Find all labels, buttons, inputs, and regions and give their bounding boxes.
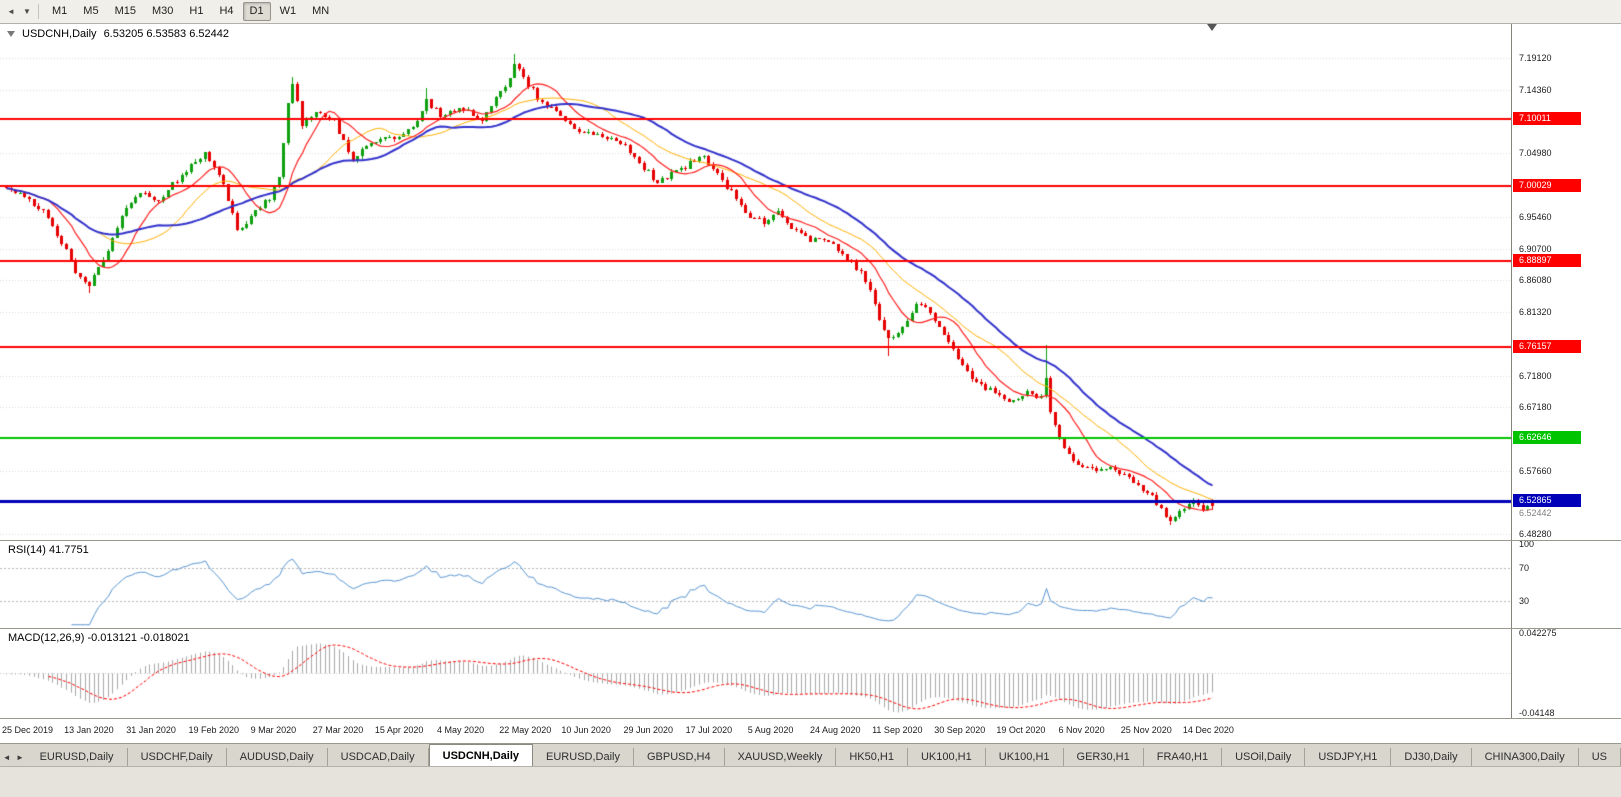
chart-shift-marker[interactable] [1207,24,1217,31]
timeframe-button-m1[interactable]: M1 [52,5,68,17]
chart-tab-bar: ◄ ► EURUSD,Daily USDCHF,Daily AUDUSD,Daily US… [0,743,1621,767]
toolbar-dropdown-icon[interactable]: ▼ [23,7,31,16]
date-axis-label: 19 Oct 2020 [996,725,1046,735]
price-axis-label: 7.19120 [1519,53,1552,63]
hline-price-badge: 6.76157 [1513,340,1581,353]
chart-quote-values: 6.53205 6.53583 6.52442 [103,28,229,40]
date-axis-label: 27 Mar 2020 [312,725,364,735]
current-price-label: 6.52442 [1519,508,1552,518]
chart-tab-usdjpy-h1[interactable]: USDJPY,H1 [1305,748,1392,767]
date-axis-label: 5 Aug 2020 [747,725,794,735]
chart-tab-hk50-h1[interactable]: HK50,H1 [836,748,908,767]
date-axis-label: 15 Apr 2020 [374,725,424,735]
chart-tab-uk100-h1[interactable]: UK100,H1 [908,748,986,767]
date-axis-label: 25 Nov 2020 [1120,725,1172,735]
chart-tab-usdcnh-daily[interactable]: USDCNH,Daily [428,744,534,767]
chart-tab-usdcad-daily[interactable]: USDCAD,Daily [328,748,429,767]
chart-tab-dj30-daily[interactable]: DJ30,Daily [1391,748,1472,767]
price-axis-label: 7.04980 [1519,148,1552,158]
chart-tab-eurusd-daily[interactable]: EURUSD,Daily [27,748,128,767]
panel-separator-rsi[interactable] [0,540,1621,541]
timeframe-button-m30[interactable]: M30 [151,5,174,17]
price-chart-canvas[interactable] [0,23,1511,718]
date-axis-label: 13 Jan 2020 [64,725,114,735]
chart-header: USDCNH,Daily 6.53205 6.53583 6.52442 [7,28,229,40]
hline-price-badge: 6.52865 [1513,494,1581,507]
timeframe-button-h4[interactable]: H4 [219,5,234,17]
tab-scroll-right-icon[interactable]: ► [15,753,24,762]
price-axis-label: 6.48280 [1519,529,1552,539]
timeframe-button-d1[interactable]: D1 [242,2,271,21]
time-axis[interactable]: 25 Dec 2019 13 Jan 2020 31 Jan 2020 19 Feb … [0,719,1621,742]
toolbar-separator [38,4,39,19]
price-axis-label: 6.90700 [1519,244,1552,254]
chart-tab-fra40-h1[interactable]: FRA40,H1 [1144,748,1223,767]
chart-back-icon[interactable]: ◄ [7,7,15,16]
price-axis-label: 6.86080 [1519,275,1552,285]
chart-tab-eurusd-daily[interactable]: EURUSD,Daily [533,748,634,767]
hline-price-badge: 6.62646 [1513,431,1581,444]
chart-tab-audusd-daily[interactable]: AUDUSD,Daily [227,748,328,767]
date-axis-label: 14 Dec 2020 [1182,725,1234,735]
status-bar [0,766,1621,797]
timeframe-button-mn[interactable]: MN [312,5,330,17]
chart-tab-ger30-h1[interactable]: GER30,H1 [1064,748,1144,767]
date-axis-label: 22 May 2020 [499,725,552,735]
price-axis-label: 6.57660 [1519,466,1552,476]
timeframe-button-m5[interactable]: M5 [83,5,99,17]
date-axis-label: 30 Sep 2020 [934,725,986,735]
price-axis-label: 6.71800 [1519,371,1552,381]
date-axis-label: 9 Mar 2020 [250,725,297,735]
date-axis-label: 29 Jun 2020 [623,725,674,735]
price-axis-label: 7.14360 [1519,85,1552,95]
rsi-axis-label: 70 [1519,563,1530,573]
tab-scroll-left-icon[interactable]: ◄ [2,753,11,762]
timeframe-toolbar: ◄ ▼ M1 M5 M15 M30 H1 H4 D1 W1 MN [0,0,1621,24]
timeframe-button-w1[interactable]: W1 [279,5,297,17]
timeframe-buttons: M1 M5 M15 M30 H1 H4 D1 W1 MN [44,2,337,21]
macd-axis-label: 0.042275 [1519,628,1557,638]
date-axis-label: 25 Dec 2019 [2,725,54,735]
price-axis-label: 6.95460 [1519,212,1552,222]
rsi-axis-label: 30 [1519,596,1530,606]
date-axis-label: 10 Jun 2020 [561,725,611,735]
price-axis-label: 6.67180 [1519,402,1552,412]
date-axis-label: 17 Jul 2020 [685,725,733,735]
price-axis[interactable]: 7.19120 7.14360 7.04980 6.95460 6.90700 6.860… [1511,23,1621,718]
chart-tab-gbpusd-h4[interactable]: GBPUSD,H4 [634,748,725,767]
date-axis-label: 31 Jan 2020 [126,725,176,735]
panel-separator-macd[interactable] [0,628,1621,629]
timeframe-button-m15[interactable]: M15 [114,5,136,17]
macd-axis-label: -0.04148 [1519,708,1555,718]
macd-indicator-label: MACD(12,26,9) -0.013121 -0.018021 [8,632,190,644]
chart-symbol-label: USDCNH,Daily [22,28,97,40]
chart-tab-xauusd-weekly[interactable]: XAUUSD,Weekly [725,748,837,767]
date-axis-label: 11 Sep 2020 [872,725,923,735]
panel-separator-bottom [0,718,1621,719]
chart-tab-uk100-h1[interactable]: UK100,H1 [986,748,1064,767]
one-click-trading-icon[interactable] [7,31,15,37]
date-axis-label: 4 May 2020 [437,725,485,735]
chart-tab-usdchf-daily[interactable]: USDCHF,Daily [128,748,227,767]
rsi-indicator-label: RSI(14) 41.7751 [8,544,89,556]
date-axis-label: 6 Nov 2020 [1058,725,1105,735]
hline-price-badge: 6.88897 [1513,254,1581,267]
date-axis-label: 19 Feb 2020 [188,725,239,735]
chart-tab-usoil-daily[interactable]: USOil,Daily [1222,748,1306,767]
hline-price-badge: 7.00029 [1513,179,1581,192]
chart-tab-china300-daily[interactable]: CHINA300,Daily [1472,748,1579,767]
chart-tab-us[interactable]: US [1579,748,1621,767]
hline-price-badge: 7.10011 [1513,112,1581,125]
timeframe-button-h1[interactable]: H1 [189,5,204,17]
date-axis-label: 24 Aug 2020 [809,725,861,735]
price-axis-label: 6.81320 [1519,307,1552,317]
rsi-axis-label: 100 [1519,539,1535,549]
